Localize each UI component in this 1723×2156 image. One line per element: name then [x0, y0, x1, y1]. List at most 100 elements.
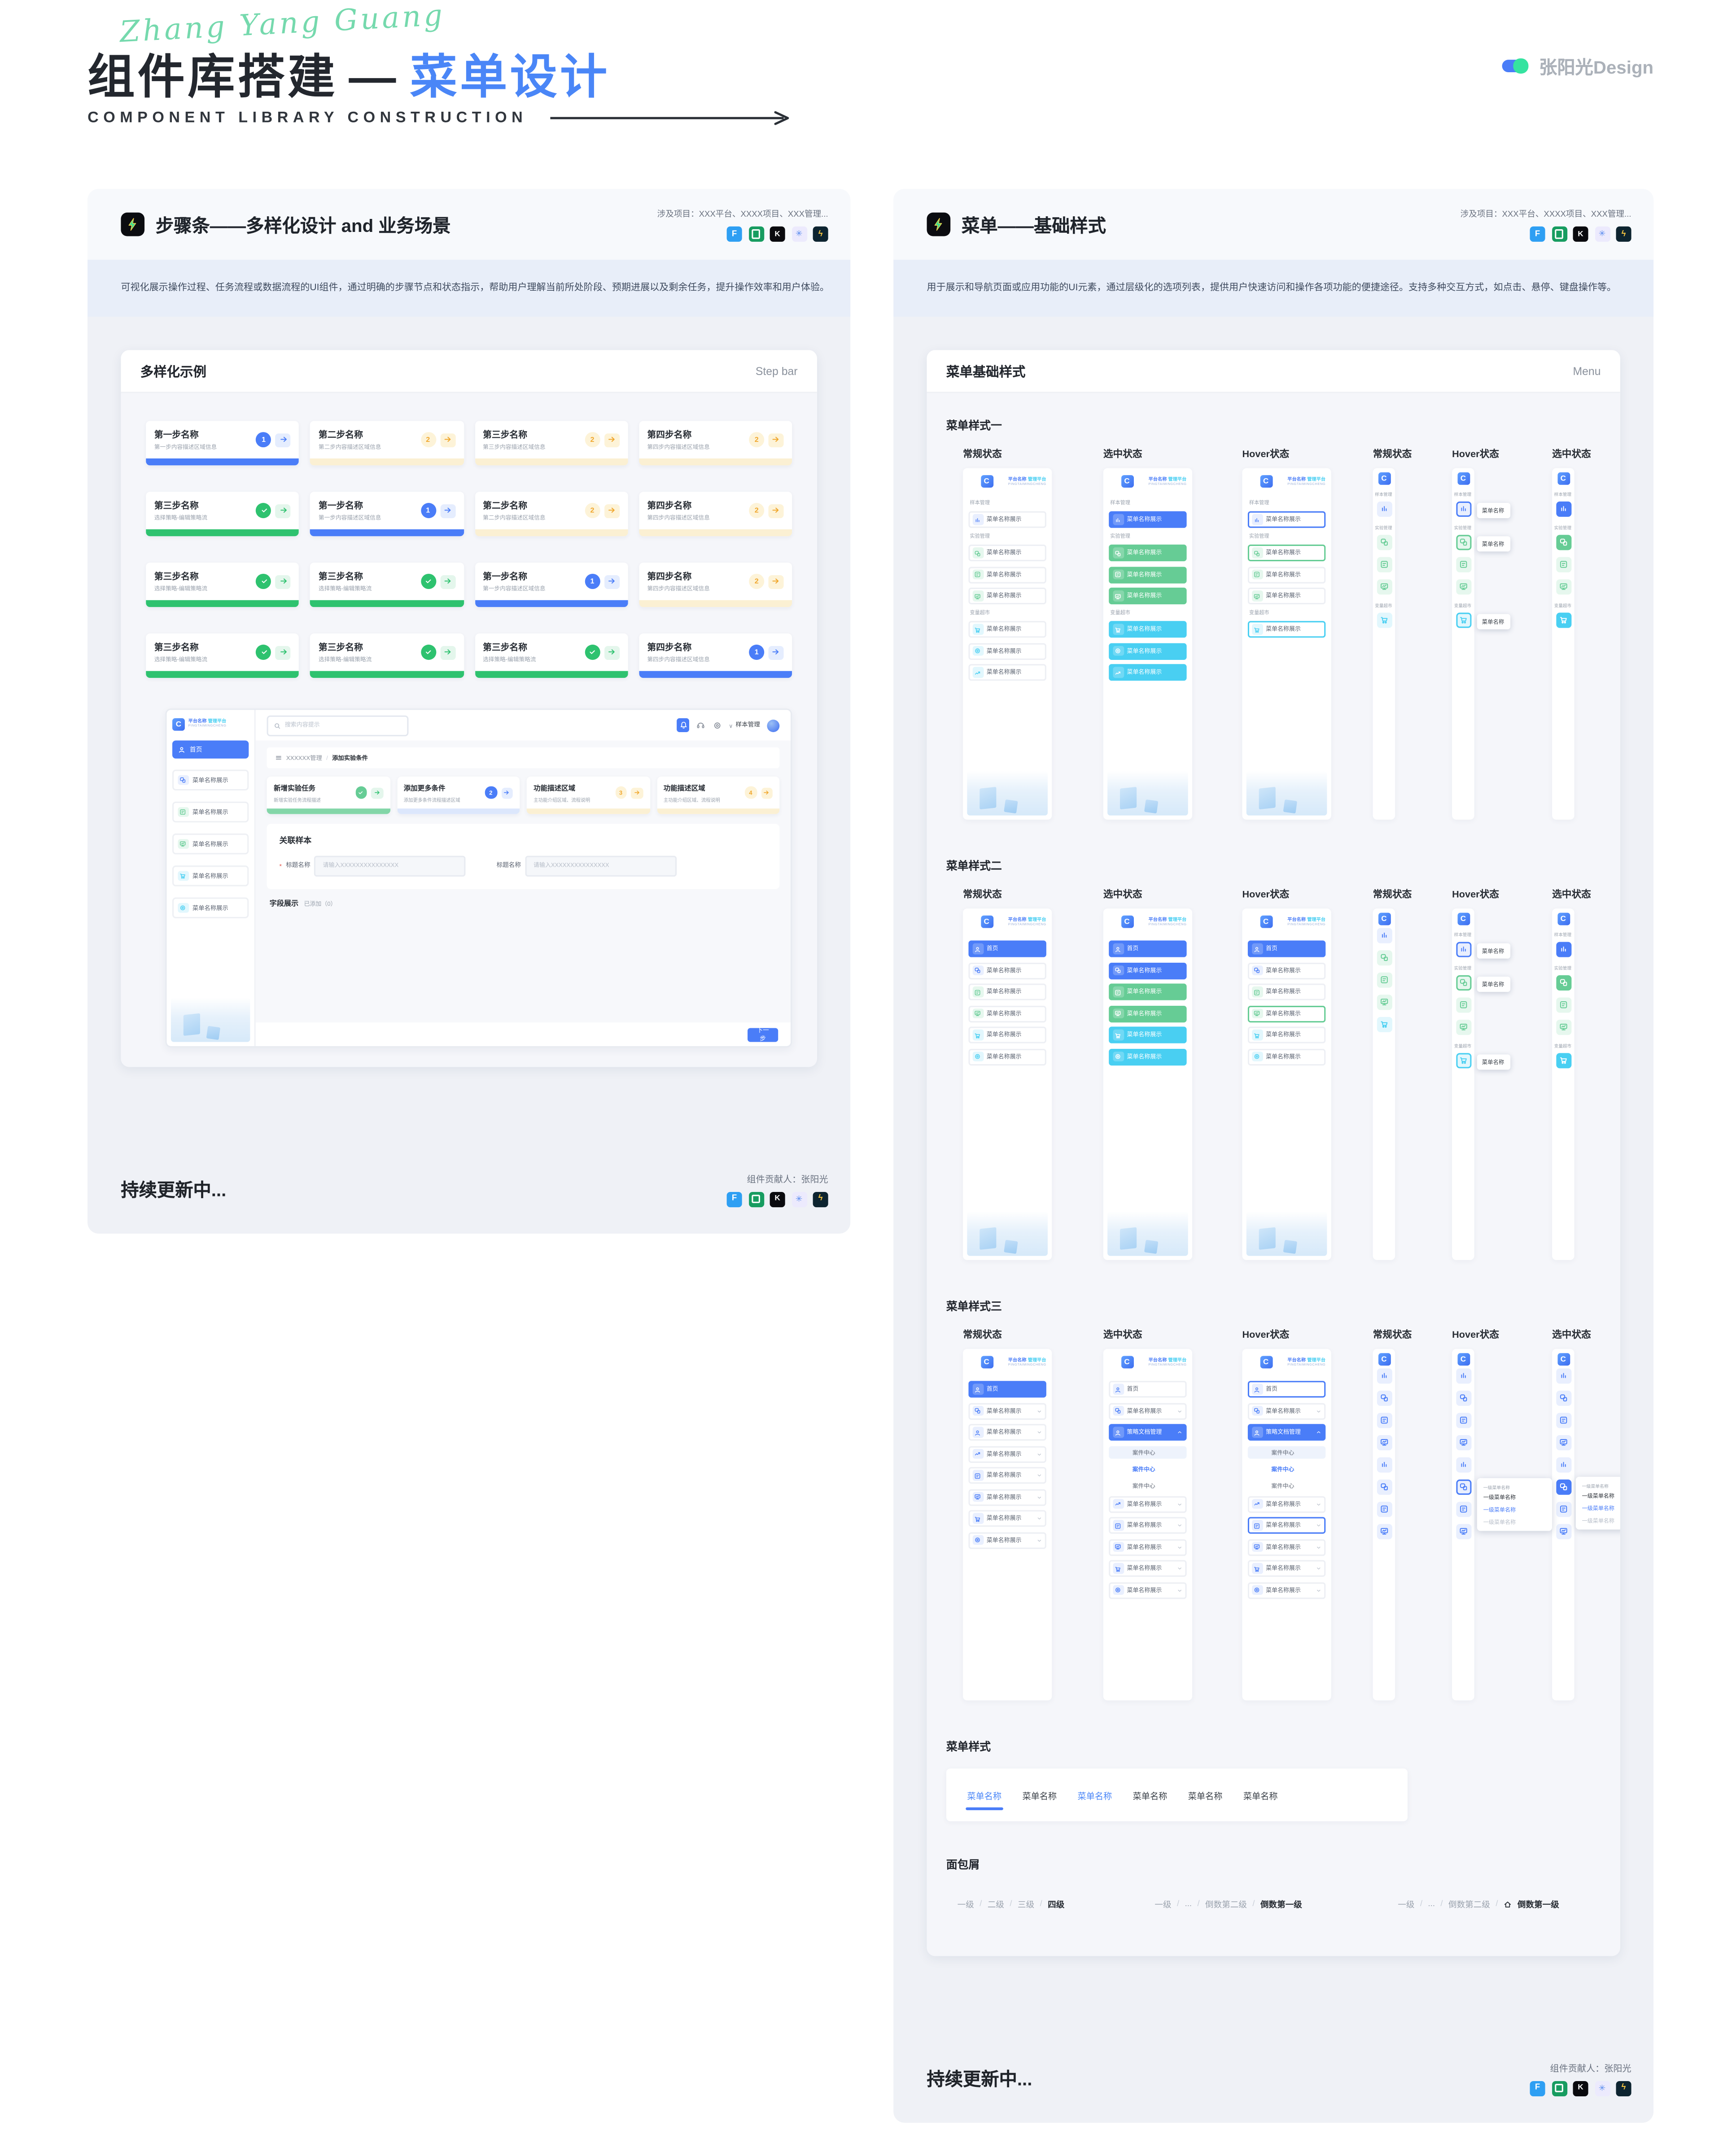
menu-item[interactable]: 菜单名称展示	[1247, 983, 1326, 1000]
submenu-item[interactable]: 案件中心	[1247, 1445, 1326, 1459]
hamburger-icon[interactable]	[275, 755, 282, 761]
menu-icon-tile[interactable]	[1455, 1435, 1471, 1451]
menu-item[interactable]: 菜单名称展示	[968, 1026, 1046, 1043]
menu-item[interactable]: 菜单名称展示	[1109, 1517, 1187, 1534]
app-icon-dark[interactable]: ϟ	[1616, 2080, 1631, 2096]
menu-item[interactable]: 菜单名称展示	[1247, 1048, 1326, 1065]
step-arrow-button[interactable]	[275, 432, 291, 447]
menu-icon-tile[interactable]	[1376, 612, 1392, 628]
app-icon-black[interactable]: K	[770, 1191, 785, 1207]
menu-item[interactable]: 菜单名称展示	[968, 983, 1046, 1000]
menu-item[interactable]: 菜单名称展示	[1247, 621, 1326, 638]
menu-icon-tile[interactable]	[1555, 1524, 1571, 1540]
figma-icon[interactable]: F	[726, 1191, 742, 1207]
menu-tab[interactable]: 菜单名称	[1188, 1791, 1223, 1801]
menu-icon-tile[interactable]	[1555, 975, 1571, 991]
app-icon-dark[interactable]: ϟ	[1616, 226, 1631, 242]
menu-icon-tile[interactable]	[1455, 1457, 1471, 1473]
menu-icon-tile[interactable]	[1555, 1501, 1571, 1517]
menu-item[interactable]: 菜单名称展示	[968, 1424, 1046, 1441]
step-arrow-button[interactable]	[275, 503, 291, 518]
step-arrow-button[interactable]	[440, 503, 455, 518]
step-arrow-button[interactable]	[275, 645, 291, 659]
menu-icon-tile[interactable]	[1455, 1413, 1471, 1428]
breadcrumb-item[interactable]: ...	[1185, 1899, 1192, 1908]
app-icon-plugin[interactable]: ✳	[791, 1191, 807, 1207]
app-icon-dark[interactable]: ϟ	[813, 1191, 828, 1207]
menu-item[interactable]: 菜单名称展示	[968, 1005, 1046, 1022]
menu-icon-tile[interactable]	[1455, 1501, 1471, 1517]
step-arrow-button[interactable]	[275, 574, 291, 589]
sidebar-item-menu[interactable]: 菜单名称展示	[172, 897, 249, 918]
sidebar-item-menu[interactable]: 菜单名称展示	[172, 769, 249, 791]
menu-icon-tile[interactable]	[1376, 1413, 1392, 1428]
menu-item[interactable]: 菜单名称展示	[1247, 1005, 1326, 1022]
menu-icon-tile[interactable]	[1555, 535, 1571, 550]
menu-icon-tile[interactable]	[1555, 557, 1571, 572]
menu-item[interactable]: 菜单名称展示	[968, 1510, 1046, 1527]
menu-icon-tile[interactable]: 菜单名称	[1455, 975, 1510, 992]
menu-item-home[interactable]: 首页	[968, 1381, 1046, 1398]
menu-icon-tile[interactable]: 菜单名称	[1455, 942, 1510, 959]
menu-item[interactable]: 菜单名称展示	[1109, 1048, 1187, 1065]
submenu-item[interactable]: 案件中心	[1132, 1465, 1155, 1472]
menu-item[interactable]: 菜单名称展示	[968, 566, 1046, 583]
step-arrow-button[interactable]	[604, 503, 620, 518]
app-icon-black[interactable]: K	[770, 226, 785, 242]
menu-item[interactable]: 菜单名称展示	[1109, 1581, 1187, 1598]
step-arrow-button[interactable]	[768, 645, 784, 659]
gear-icon[interactable]	[713, 720, 722, 729]
menu-item[interactable]: 菜单名称展示	[1109, 544, 1187, 562]
figma-icon[interactable]: F	[1530, 226, 1545, 242]
figma-icon[interactable]: F	[1530, 2080, 1545, 2096]
menu-icon-tile[interactable]: 菜单名称	[1455, 1053, 1510, 1070]
menu-item[interactable]: 菜单名称展示	[1109, 1538, 1187, 1555]
menu-item[interactable]: 菜单名称展示	[1247, 1581, 1326, 1598]
menu-item[interactable]: 菜单名称展示	[1109, 1005, 1187, 1022]
submenu-item[interactable]: 案件中心	[1132, 1481, 1155, 1489]
menu-icon-tile[interactable]	[1376, 1390, 1392, 1406]
menu-icon-tile[interactable]	[1376, 557, 1392, 572]
flyout-item[interactable]: 一级菜单名称	[1582, 1505, 1614, 1512]
step-arrow-button[interactable]	[440, 645, 455, 659]
app-icon-green[interactable]	[748, 226, 764, 242]
menu-item[interactable]: 策略文档管理	[1109, 1424, 1187, 1441]
figma-icon[interactable]: F	[726, 226, 742, 242]
menu-item[interactable]: 菜单名称展示	[968, 962, 1046, 979]
menu-item[interactable]: 菜单名称展示	[968, 1402, 1046, 1419]
menu-icon-tile[interactable]	[1555, 1368, 1571, 1384]
app-icon-green[interactable]	[1551, 226, 1567, 242]
menu-item[interactable]: 菜单名称展示	[1109, 587, 1187, 605]
sidebar-item-home[interactable]: 首页	[172, 740, 249, 759]
app-icon-green[interactable]	[1551, 2080, 1567, 2096]
menu-item[interactable]: 菜单名称展示	[1247, 566, 1326, 583]
menu-icon-tile[interactable]	[1455, 1020, 1471, 1035]
menu-icon-tile[interactable]	[1376, 501, 1392, 517]
menu-icon-tile[interactable]	[1376, 1017, 1392, 1032]
menu-item[interactable]: 菜单名称展示	[968, 511, 1046, 528]
menu-item[interactable]: 菜单名称展示	[1109, 1495, 1187, 1512]
menu-icon-tile[interactable]: 菜单名称	[1455, 612, 1510, 629]
menu-icon-tile[interactable]	[1455, 1368, 1471, 1384]
menu-item-home[interactable]: 首页	[1109, 940, 1187, 957]
menu-item[interactable]: 菜单名称展示	[1109, 621, 1187, 638]
headset-icon[interactable]	[697, 720, 706, 729]
menu-item[interactable]: 菜单名称展示	[968, 544, 1046, 562]
menu-icon-tile[interactable]	[1555, 1390, 1571, 1406]
menu-icon-tile[interactable]	[1376, 1501, 1392, 1517]
breadcrumb-item[interactable]: 四级	[1048, 1902, 1065, 1911]
menu-icon-tile[interactable]	[1555, 1053, 1571, 1069]
menu-icon-tile[interactable]	[1376, 995, 1392, 1010]
submenu-item[interactable]: 案件中心	[1271, 1481, 1294, 1489]
breadcrumb-item[interactable]: 倒数第一级	[1517, 1902, 1559, 1911]
menu-item[interactable]: 菜单名称展示	[1247, 544, 1326, 562]
menu-icon-tile[interactable]	[1376, 1368, 1392, 1384]
menu-item[interactable]: 菜单名称展示	[1247, 1495, 1326, 1512]
breadcrumb-item[interactable]: 三级	[1017, 1902, 1035, 1911]
submenu-item[interactable]: 案件中心	[1271, 1465, 1294, 1472]
menu-icon-tile[interactable]	[1455, 997, 1471, 1013]
step-arrow-button[interactable]	[630, 787, 643, 799]
flyout-item[interactable]: 一级菜单名称	[1582, 1517, 1614, 1524]
menu-item[interactable]: 菜单名称展示	[1247, 1517, 1326, 1534]
menu-icon-tile[interactable]	[1376, 1435, 1392, 1451]
